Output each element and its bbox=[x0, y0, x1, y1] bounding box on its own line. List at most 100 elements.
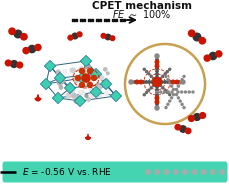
Circle shape bbox=[84, 133, 87, 136]
Circle shape bbox=[155, 170, 159, 174]
Circle shape bbox=[88, 68, 91, 71]
Circle shape bbox=[164, 91, 166, 93]
FancyBboxPatch shape bbox=[100, 78, 112, 90]
Circle shape bbox=[79, 82, 85, 88]
Circle shape bbox=[84, 133, 87, 136]
Circle shape bbox=[17, 62, 23, 68]
Circle shape bbox=[139, 80, 143, 84]
Circle shape bbox=[192, 91, 194, 93]
Circle shape bbox=[175, 124, 180, 130]
Circle shape bbox=[177, 97, 179, 99]
Circle shape bbox=[148, 89, 150, 91]
Circle shape bbox=[156, 76, 158, 78]
Circle shape bbox=[175, 88, 177, 90]
Circle shape bbox=[9, 28, 15, 34]
Circle shape bbox=[146, 70, 147, 73]
Circle shape bbox=[139, 81, 142, 83]
Circle shape bbox=[160, 84, 161, 87]
Circle shape bbox=[177, 91, 179, 93]
Circle shape bbox=[72, 93, 76, 98]
Circle shape bbox=[82, 74, 90, 82]
Text: $\it{E}$ = -0.56 V vs. RHE: $\it{E}$ = -0.56 V vs. RHE bbox=[22, 166, 112, 177]
Circle shape bbox=[153, 77, 155, 79]
Circle shape bbox=[216, 51, 222, 57]
Circle shape bbox=[72, 33, 78, 39]
Circle shape bbox=[155, 54, 159, 58]
FancyBboxPatch shape bbox=[3, 161, 227, 183]
Circle shape bbox=[156, 89, 158, 91]
Circle shape bbox=[69, 84, 73, 87]
Circle shape bbox=[156, 70, 158, 73]
Circle shape bbox=[91, 93, 94, 95]
Circle shape bbox=[96, 85, 101, 90]
Text: CPET mechanism: CPET mechanism bbox=[92, 1, 192, 11]
Circle shape bbox=[162, 87, 164, 89]
FancyBboxPatch shape bbox=[90, 86, 102, 98]
Circle shape bbox=[89, 133, 92, 136]
Circle shape bbox=[14, 30, 22, 38]
Circle shape bbox=[188, 30, 195, 36]
Circle shape bbox=[61, 81, 64, 84]
Circle shape bbox=[181, 81, 183, 83]
FancyBboxPatch shape bbox=[40, 78, 52, 90]
Circle shape bbox=[33, 94, 36, 97]
Circle shape bbox=[175, 81, 177, 83]
Circle shape bbox=[181, 79, 183, 81]
Circle shape bbox=[125, 44, 205, 124]
Circle shape bbox=[165, 107, 167, 109]
Circle shape bbox=[155, 100, 159, 104]
Circle shape bbox=[156, 100, 158, 102]
Circle shape bbox=[160, 91, 162, 93]
Circle shape bbox=[166, 81, 169, 83]
Circle shape bbox=[59, 86, 63, 89]
Circle shape bbox=[167, 91, 169, 93]
Circle shape bbox=[40, 94, 43, 97]
Circle shape bbox=[169, 82, 171, 84]
Circle shape bbox=[199, 38, 205, 44]
Circle shape bbox=[148, 73, 150, 75]
Circle shape bbox=[134, 81, 136, 83]
Circle shape bbox=[156, 91, 158, 94]
Circle shape bbox=[146, 91, 147, 93]
Circle shape bbox=[175, 80, 179, 84]
Circle shape bbox=[169, 94, 171, 96]
Circle shape bbox=[77, 32, 82, 37]
Circle shape bbox=[204, 55, 210, 61]
Circle shape bbox=[210, 170, 215, 174]
Circle shape bbox=[220, 170, 224, 174]
Circle shape bbox=[156, 59, 158, 61]
Circle shape bbox=[11, 61, 17, 67]
Circle shape bbox=[179, 82, 181, 84]
Circle shape bbox=[156, 106, 158, 108]
Circle shape bbox=[135, 80, 139, 84]
Circle shape bbox=[146, 170, 150, 174]
Circle shape bbox=[142, 81, 145, 83]
Circle shape bbox=[148, 81, 150, 83]
Circle shape bbox=[188, 91, 190, 93]
Circle shape bbox=[143, 94, 145, 96]
Circle shape bbox=[179, 100, 181, 102]
Circle shape bbox=[77, 96, 79, 99]
Circle shape bbox=[183, 107, 185, 109]
Circle shape bbox=[110, 36, 115, 40]
FancyBboxPatch shape bbox=[76, 72, 88, 84]
Circle shape bbox=[79, 67, 83, 71]
Circle shape bbox=[181, 91, 183, 93]
Circle shape bbox=[183, 170, 187, 174]
Circle shape bbox=[105, 34, 111, 40]
Circle shape bbox=[193, 33, 201, 41]
Circle shape bbox=[156, 91, 158, 93]
Circle shape bbox=[35, 95, 41, 101]
FancyBboxPatch shape bbox=[54, 72, 66, 84]
FancyBboxPatch shape bbox=[64, 82, 76, 94]
Circle shape bbox=[33, 94, 36, 97]
Circle shape bbox=[76, 75, 81, 81]
Circle shape bbox=[95, 91, 99, 95]
Circle shape bbox=[156, 64, 158, 67]
Circle shape bbox=[164, 89, 166, 91]
Circle shape bbox=[167, 103, 169, 105]
Circle shape bbox=[171, 97, 173, 99]
Circle shape bbox=[171, 80, 175, 84]
FancyBboxPatch shape bbox=[80, 55, 92, 67]
Circle shape bbox=[74, 78, 79, 82]
